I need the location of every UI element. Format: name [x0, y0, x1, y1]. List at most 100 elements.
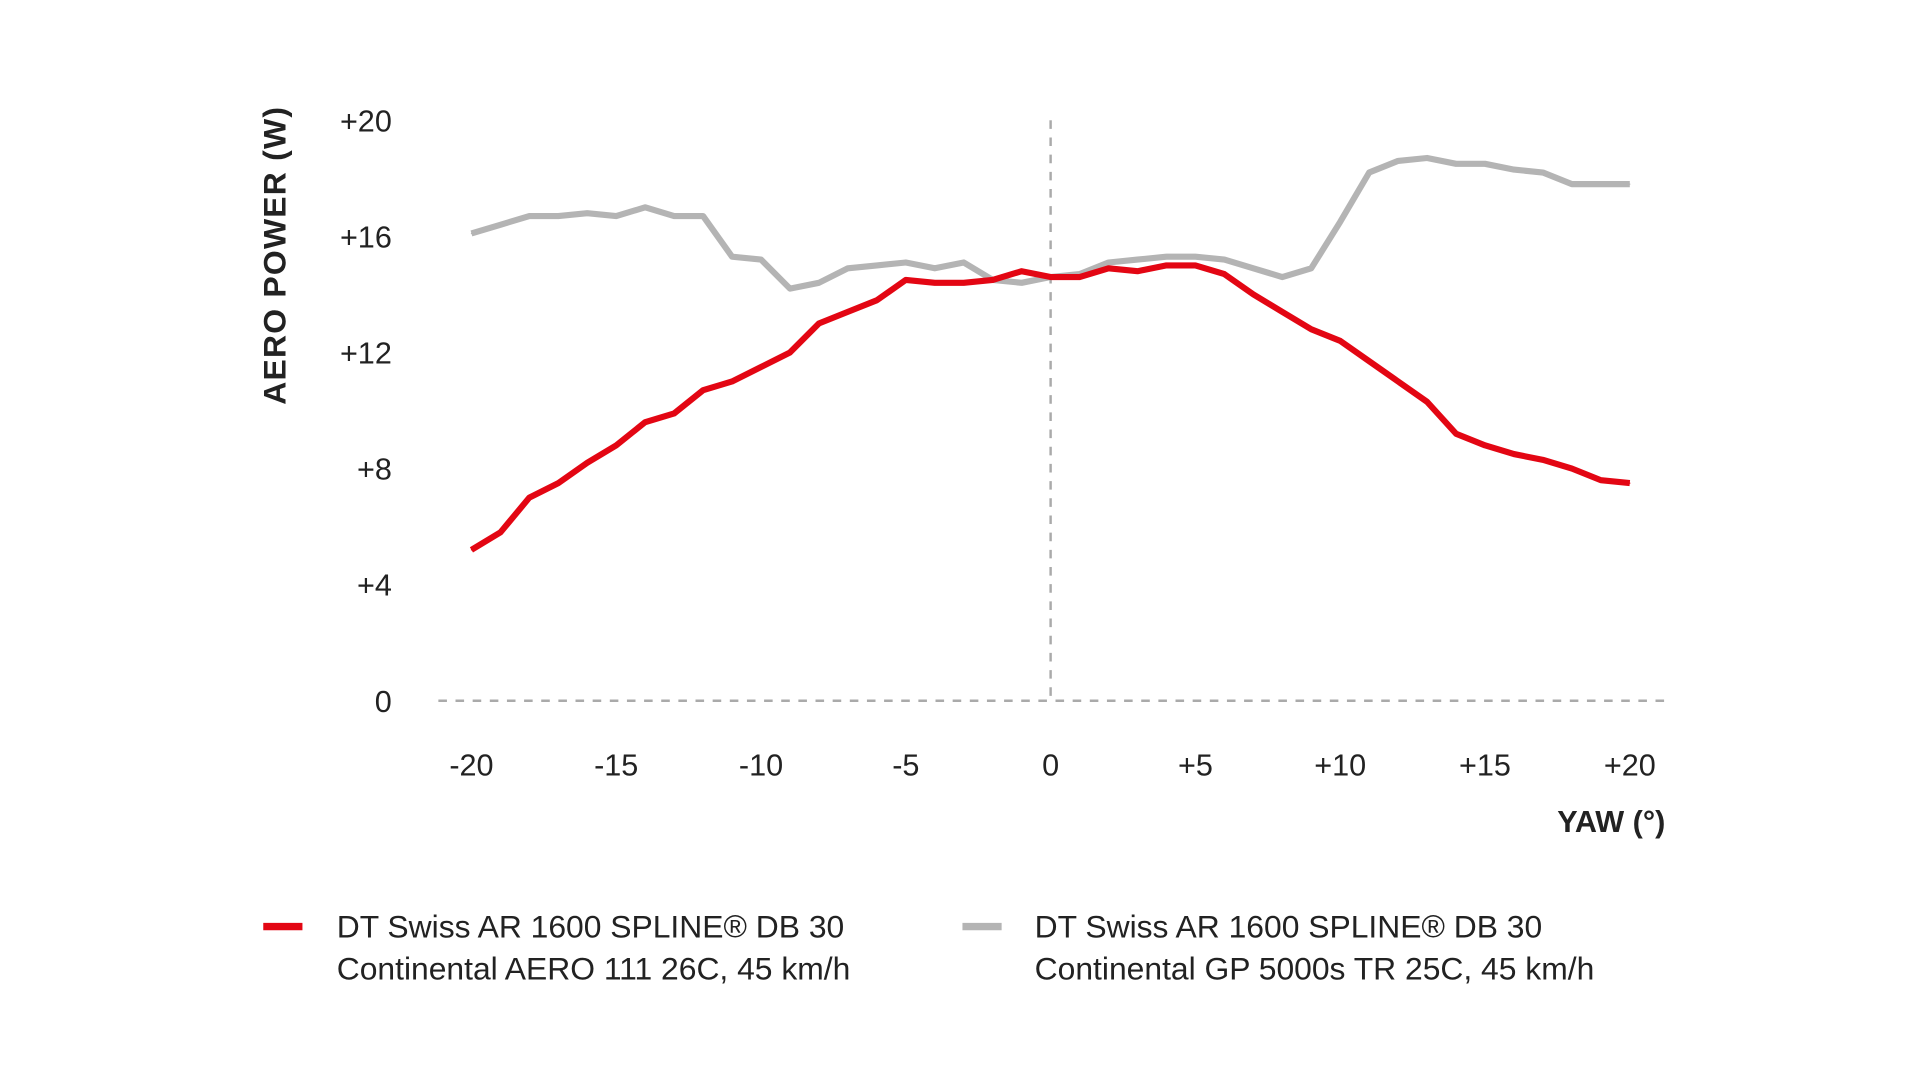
data-point	[876, 299, 878, 301]
data-point	[1339, 340, 1341, 342]
y-axis-ticks: 0 +4 +8 +12 +16 +20	[340, 104, 392, 719]
data-point	[615, 444, 617, 446]
data-point	[760, 366, 762, 368]
data-point	[1194, 256, 1197, 258]
data-point	[557, 215, 559, 217]
x-tick-label: -10	[739, 749, 783, 783]
x-tick-label: -20	[449, 749, 493, 783]
data-point	[702, 389, 704, 391]
data-point	[1339, 221, 1341, 223]
data-point	[1513, 453, 1515, 455]
data-point	[557, 482, 559, 484]
x-axis-ticks: -20 -15 -10 -5 0 +5 +10 +15 +20	[449, 749, 1655, 783]
data-point	[1078, 276, 1081, 278]
data-point	[760, 258, 762, 261]
data-point	[1136, 270, 1139, 272]
y-axis-label: AERO POWER (W)	[256, 106, 292, 405]
data-point	[731, 380, 733, 383]
data-point	[1281, 276, 1283, 278]
data-point	[1281, 311, 1283, 313]
x-tick-label: +20	[1604, 749, 1656, 783]
data-point	[731, 256, 733, 258]
data-point	[818, 322, 820, 325]
legend-label-gray-line1: DT Swiss AR 1600 SPLINE® DB 30	[1035, 909, 1543, 945]
data-point	[934, 282, 936, 284]
data-point	[586, 212, 588, 214]
data-point	[499, 531, 501, 534]
data-point	[470, 549, 473, 551]
data-point	[1542, 459, 1544, 461]
data-point	[1600, 183, 1602, 185]
data-point	[615, 215, 617, 217]
data-point	[876, 264, 878, 267]
data-point	[1484, 444, 1486, 446]
data-point	[1310, 328, 1312, 330]
data-point	[963, 282, 965, 284]
data-point	[1484, 163, 1486, 165]
data-point	[1107, 267, 1110, 269]
y-tick-label: +16	[340, 220, 392, 254]
data-point	[1021, 282, 1023, 284]
data-point	[470, 232, 473, 235]
data-point	[1021, 270, 1023, 272]
legend-label-red-line2: Continental AERO 111 26C, 45 km/h	[337, 950, 851, 986]
legend-label-gray-line2: Continental GP 5000s TR 25C, 45 km/h	[1035, 950, 1595, 986]
data-point	[1455, 433, 1457, 435]
data-point	[644, 421, 646, 423]
data-point	[1252, 293, 1254, 296]
x-tick-label: +5	[1178, 749, 1213, 783]
y-tick-label: 0	[375, 685, 392, 719]
data-point	[1310, 267, 1312, 269]
data-point	[1426, 157, 1428, 159]
data-point	[847, 267, 849, 269]
legend-label-red-line1: DT Swiss AR 1600 SPLINE® DB 30	[337, 909, 845, 945]
x-axis-label: YAW (°)	[1557, 805, 1665, 839]
data-point	[528, 215, 530, 217]
y-tick-label: +12	[340, 336, 392, 370]
data-point	[789, 288, 791, 290]
y-tick-label: +4	[357, 569, 392, 603]
data-point	[905, 279, 907, 281]
data-point	[1368, 171, 1370, 174]
data-point	[1629, 482, 1631, 484]
data-point	[1542, 171, 1544, 174]
data-point	[847, 311, 849, 313]
data-point	[1223, 258, 1225, 261]
data-point	[673, 412, 675, 415]
x-tick-label: -15	[594, 749, 638, 783]
data-point	[702, 215, 704, 217]
data-point	[992, 279, 994, 281]
x-tick-label: 0	[1042, 749, 1059, 783]
data-point	[789, 351, 791, 354]
data-point	[1426, 401, 1428, 403]
data-point	[1368, 360, 1370, 362]
data-point	[1397, 380, 1399, 383]
series-lines	[469, 154, 1631, 553]
data-point	[673, 215, 675, 217]
series-line-aero111	[469, 262, 1631, 553]
data-point	[1165, 256, 1168, 258]
data-point	[818, 282, 820, 284]
legend: DT Swiss AR 1600 SPLINE® DB 30 Continent…	[263, 909, 1595, 986]
y-tick-label: +20	[340, 104, 392, 138]
data-point	[528, 496, 530, 499]
data-point	[1600, 479, 1602, 481]
data-point	[905, 261, 907, 264]
data-point	[644, 206, 646, 208]
data-point	[1252, 267, 1254, 269]
data-point	[1455, 163, 1457, 165]
x-tick-label: +10	[1314, 749, 1366, 783]
data-point	[934, 267, 936, 269]
data-point	[1165, 264, 1168, 267]
data-point	[1513, 169, 1515, 171]
data-point	[499, 224, 501, 226]
data-point	[1629, 183, 1631, 185]
data-point	[1223, 273, 1225, 275]
data-point	[1571, 467, 1573, 470]
x-tick-label: +15	[1459, 749, 1511, 783]
data-point	[586, 462, 588, 464]
data-point	[963, 261, 965, 264]
data-point	[1107, 261, 1110, 264]
y-tick-label: +8	[357, 453, 392, 487]
